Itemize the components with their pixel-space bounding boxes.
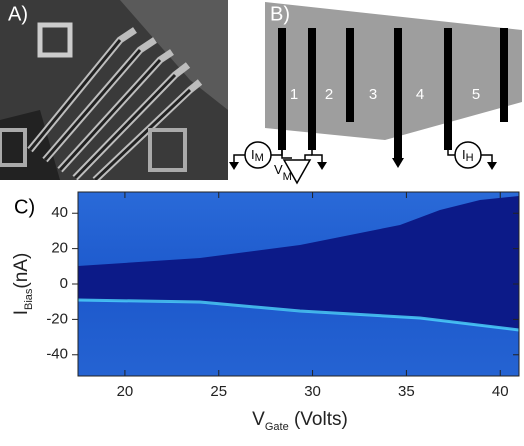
contact-label: 1 (290, 86, 298, 103)
meter-label: IH (462, 147, 474, 163)
y-tick-label: 0 (60, 275, 68, 292)
contact-label: 3 (369, 86, 377, 103)
x-tick-label: 40 (492, 383, 509, 400)
micrograph: A) (0, 0, 228, 180)
meter-main: V (274, 162, 283, 177)
contact-label: 2 (325, 86, 333, 103)
axis-main: I (11, 310, 32, 315)
x-tick-label: 30 (304, 383, 321, 400)
y-tick-label: 40 (51, 204, 68, 221)
heatmap (77, 191, 520, 377)
x-tick-label: 25 (210, 383, 227, 400)
panel-label: B) (270, 3, 290, 25)
y-axis-title: IBias(nA) (11, 253, 35, 316)
panel-label: A) (8, 3, 28, 25)
meter-main: I (462, 147, 466, 162)
axis-main: V (252, 409, 265, 430)
meter-label: IM (251, 147, 264, 163)
meter-sub: M (255, 152, 264, 164)
meter-label: VM (274, 162, 292, 182)
meter-main: I (251, 147, 255, 162)
axis-rest: (nA) (11, 253, 32, 289)
meter-sub: M (283, 171, 292, 183)
axis-rest: (Volts) (289, 409, 348, 430)
contact-label: 5 (472, 86, 480, 103)
y-tick-label: -40 (46, 346, 68, 363)
y-tick-label: 20 (51, 240, 68, 257)
y-tick-label: -20 (46, 310, 68, 327)
x-tick-label: 20 (117, 383, 134, 400)
meter-sub: H (466, 152, 474, 164)
schematic: B) 1 2 3 4 5 (229, 2, 522, 185)
axis-sub: Gate (265, 421, 289, 433)
x-tick-label: 35 (398, 383, 415, 400)
panel-label: C) (14, 196, 35, 218)
contact-label: 4 (416, 86, 424, 103)
axis-sub: Bias (23, 288, 35, 310)
x-axis-title: VGate (Volts) (252, 409, 348, 433)
